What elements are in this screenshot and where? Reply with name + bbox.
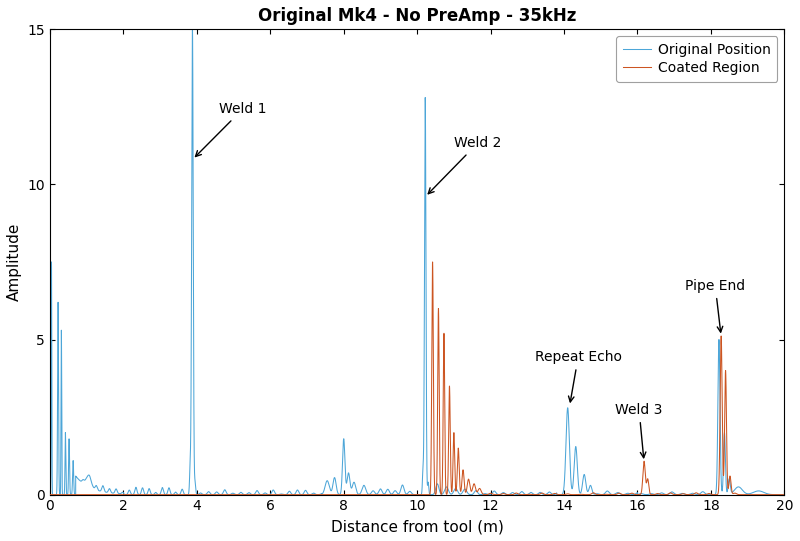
Original Position: [779, 491, 789, 498]
Legend: Original Position, Coated Region: Original Position, Coated Region: [616, 36, 778, 82]
Text: Weld 1: Weld 1: [195, 102, 266, 156]
Original Position: [50, 491, 59, 498]
Original Position: [85, 473, 94, 480]
Original Position: [513, 491, 522, 498]
Original Position: [382, 487, 391, 494]
Line: Coated Region: Coated Region: [50, 262, 784, 494]
Text: Pipe End: Pipe End: [685, 279, 746, 332]
Line: Original Position: Original Position: [50, 29, 784, 494]
Coated Region: [425, 491, 434, 498]
Coated Region: [262, 491, 272, 498]
Original Position: [262, 491, 272, 498]
X-axis label: Distance from tool (m): Distance from tool (m): [330, 519, 503, 534]
Original Position: [425, 490, 434, 497]
Text: Weld 3: Weld 3: [615, 403, 662, 458]
Coated Region: [428, 259, 438, 265]
Text: Repeat Echo: Repeat Echo: [534, 351, 622, 402]
Text: Weld 2: Weld 2: [428, 136, 502, 194]
Coated Region: [779, 491, 789, 498]
Original Position: [188, 26, 198, 32]
Coated Region: [45, 491, 54, 498]
Title: Original Mk4 - No PreAmp - 35kHz: Original Mk4 - No PreAmp - 35kHz: [258, 7, 576, 25]
Coated Region: [382, 491, 391, 498]
Original Position: [597, 491, 606, 498]
Y-axis label: Amplitude: Amplitude: [7, 223, 22, 301]
Original Position: [45, 491, 54, 498]
Coated Region: [597, 491, 606, 498]
Coated Region: [513, 490, 522, 497]
Coated Region: [85, 491, 94, 498]
